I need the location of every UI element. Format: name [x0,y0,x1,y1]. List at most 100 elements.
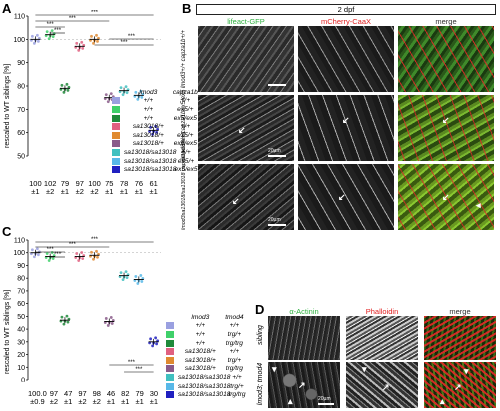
legend-row: sa13018/+ +/+ [166,347,246,356]
legend-swatch [112,148,120,156]
panel-a-label: A [2,1,12,16]
data-point [50,29,54,33]
sem-label: ±2 [46,187,55,196]
image-b-mcherry-double: ↙ [298,164,394,230]
sem-label: ±2 [90,187,99,196]
legend-genotype-1: sa13018/sa13018 [124,157,177,165]
y-tick-label: 50 [17,154,25,161]
panel-d-label: D [255,302,265,317]
arrow-icon: ↗ [382,382,390,392]
sem-label: ±1 [135,397,144,406]
data-point [104,93,108,97]
data-point [81,46,85,50]
mean-label: 102 [43,179,57,188]
value-label: 47 ±1 [61,390,75,406]
value-label: 78 ±1 [117,180,132,196]
data-point [90,34,93,38]
image-d-phalloidin-mutant: ▾ ↗ [346,362,418,408]
significance-label: *** [54,252,62,258]
y-tick-label: 20 [17,352,25,359]
mean-label: 46 [106,389,116,398]
legend-swatch [166,356,174,364]
legend-swatch [166,339,174,347]
value-label: 97 ±2 [72,180,87,196]
data-point [36,253,40,257]
significance-label: *** [69,16,77,22]
y-tick-label: 100 [14,250,25,257]
legend-swatch [112,105,120,113]
value-label: 79 ±1 [132,390,146,406]
legend-genotype-1: +/+ [143,97,154,105]
data-point [125,91,129,95]
data-point [140,95,144,99]
data-point [35,247,39,251]
row-label-b1: lmod3+/+ capza1b+/+ [181,29,187,89]
data-point [155,130,159,134]
mean-label: 75 [105,179,114,188]
sem-label: ±2 [75,187,84,196]
data-point [109,316,113,319]
legend-genotype-2: trg/trg [225,365,243,373]
significance-label: *** [121,40,129,46]
legend-swatch [166,322,174,330]
legend-row: sa13018/sa13018 +/+ [112,148,198,157]
legend-genotype-1: sa13018/+ [184,356,216,364]
data-point [77,48,81,52]
data-point [90,250,93,254]
legend-genotype-1: sa13018/sa13018 [178,373,231,381]
col-title-actinin: α-Actinin [289,307,319,316]
legend-a-header-capza1b: capza1b [172,88,198,96]
panel-b-label: B [182,1,192,16]
data-point [92,41,95,45]
data-point [121,278,125,282]
data-point [45,252,49,255]
data-point [66,88,70,92]
data-point [124,85,128,89]
mean-label: 100 [29,179,42,188]
legend-swatch [112,140,120,148]
data-point [51,257,55,260]
data-point [66,320,70,324]
legend-genotype-2: ex5/ex5 [174,166,198,174]
data-point [154,336,158,340]
legend-genotype-2: +/+ [181,148,191,156]
data-point [151,132,155,136]
significance-label: *** [128,34,136,40]
legend-swatch [166,382,174,390]
legend-genotype-2: ex5/ex5 [173,114,197,122]
y-tick-label: 90 [17,60,25,67]
scale-label-b3: 20µm [268,217,281,223]
value-label: 75 ±1 [102,180,117,196]
data-point [139,89,143,93]
data-point [30,34,34,38]
data-point [140,280,144,283]
data-point [47,37,51,41]
image-b-mcherry-capza: ↙ [298,95,394,161]
legend-genotype-2: trg/+ [227,356,242,364]
legend-genotype-1: +/+ [143,105,154,113]
data-point [80,251,84,254]
y-tick-label: 70 [17,107,25,114]
value-label: 102 ±2 [43,180,58,196]
y-tick-label: 30 [17,339,25,346]
legend-row: +/+ ex5/+ [112,105,198,114]
stage-banner: 2 dpf [196,4,496,15]
value-label: 61 ±1 [146,180,161,196]
legend-row: sa13018/sa13018 ex5/+ [112,157,198,166]
legend-genotype-1: +/+ [143,114,154,122]
data-point [35,33,39,37]
legend-swatch [112,157,120,165]
legend-row: sa13018/sa13018 +/+ [166,373,246,382]
data-point [30,248,34,252]
legend-genotype-1: sa13018/sa13018 [178,391,231,399]
data-point [45,30,49,34]
legend-genotype-1: sa13018/+ [184,348,216,356]
legend-genotype-1: sa13018/+ [184,365,216,373]
panel-a-legend: lmod3 capza1b +/+ +/+ +/+ ex5/+ +/+ ex5/ex5 sa… [112,88,198,174]
image-d-actinin-sibling [268,316,340,360]
image-b-merge-capza: ↙ [398,95,494,161]
y-tick-label: 40 [17,327,25,334]
data-point [151,344,155,348]
significance-label: *** [54,28,62,34]
y-tick-label: 50 [17,314,25,321]
